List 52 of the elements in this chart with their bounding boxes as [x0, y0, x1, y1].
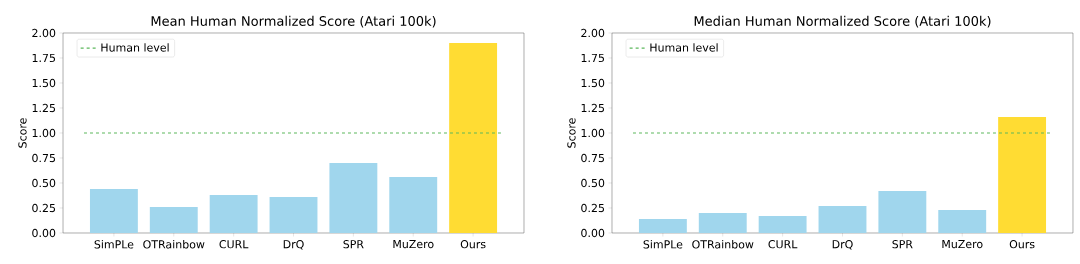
bar — [878, 190, 927, 233]
y-axis-title: Score — [567, 118, 576, 148]
x-tick-label: OTRainbow — [143, 240, 205, 249]
y-tick-label: 0.00 — [32, 228, 56, 238]
x-tick-label: SimPLe — [94, 240, 134, 249]
bar — [269, 196, 318, 233]
y-tick-label: 0.25 — [581, 203, 604, 213]
x-tick-label: DrQ — [832, 240, 853, 250]
y-axis-title: Score — [18, 118, 27, 148]
x-tick-label: SPR — [892, 240, 913, 249]
y-tick-label: 0.25 — [32, 203, 56, 213]
bar — [329, 162, 378, 233]
bar — [389, 176, 438, 233]
legend-label: Human level — [650, 43, 718, 52]
bar — [818, 205, 867, 233]
y-tick-label: 1.25 — [581, 103, 604, 113]
bar — [638, 218, 687, 233]
bar — [209, 194, 258, 233]
y-tick-label: 1.75 — [32, 53, 56, 63]
y-tick-label: 1.00 — [32, 128, 56, 138]
x-tick-label: SimPLe — [643, 240, 683, 249]
x-tick-label: SPR — [343, 240, 364, 249]
x-tick-label: CURL — [768, 240, 798, 249]
y-tick-label: 0.00 — [581, 228, 605, 238]
x-tick-label: DrQ — [283, 240, 304, 250]
y-tick-label: 0.50 — [581, 178, 605, 188]
y-tick-label: 1.50 — [32, 78, 56, 88]
y-tick-label: 0.75 — [581, 153, 604, 163]
chart-title: Mean Human Normalized Score (Atari 100k) — [151, 15, 436, 28]
bar — [698, 212, 747, 233]
chart-title: Median Human Normalized Score (Atari 100k) — [694, 15, 991, 28]
y-tick-label: 0.50 — [32, 178, 56, 188]
bar — [998, 116, 1047, 233]
y-tick-label: 0.75 — [32, 153, 56, 163]
y-tick-label: 1.25 — [32, 103, 56, 113]
x-tick-label: OTRainbow — [692, 240, 754, 249]
x-tick-label: MuZero — [393, 240, 434, 249]
bar — [938, 209, 987, 233]
bar — [449, 42, 498, 233]
y-tick-label: 1.50 — [581, 78, 605, 88]
legend-label: Human level — [101, 43, 169, 52]
x-tick-label: Ours — [1009, 240, 1035, 249]
x-tick-label: Ours — [460, 240, 486, 249]
y-tick-label: 1.75 — [581, 53, 604, 63]
y-tick-label: 2.00 — [581, 28, 605, 38]
bar — [89, 188, 138, 233]
y-tick-label: 1.00 — [581, 128, 605, 138]
x-tick-label: CURL — [219, 240, 249, 249]
x-tick-label: MuZero — [942, 240, 983, 249]
y-tick-label: 2.00 — [32, 28, 56, 38]
bar — [758, 215, 807, 233]
bar — [149, 206, 198, 233]
